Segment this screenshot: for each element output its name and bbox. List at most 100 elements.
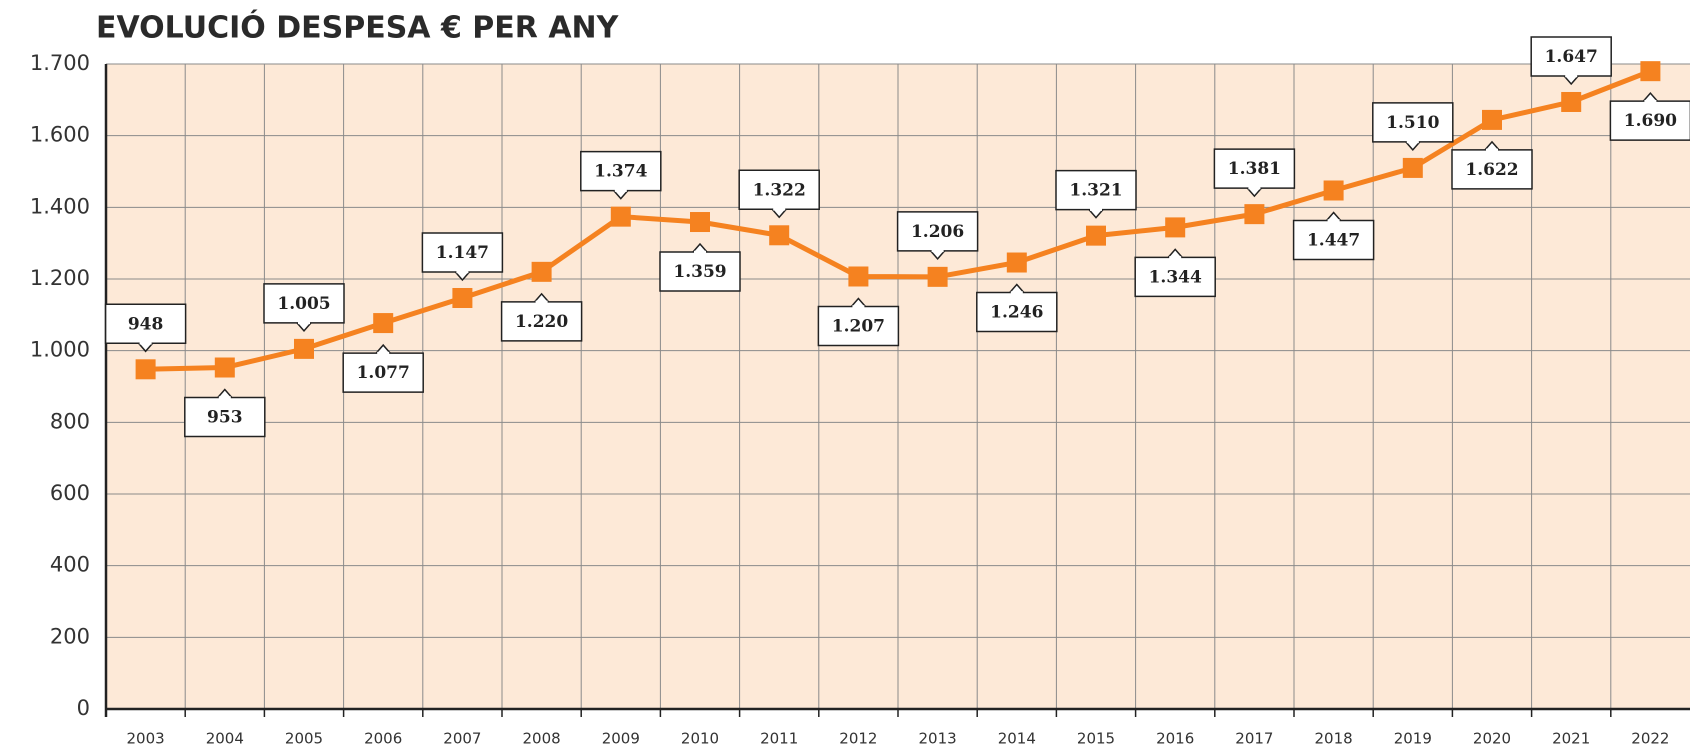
y-tick-label: 200	[50, 624, 90, 648]
value-label: 1.622	[1465, 160, 1518, 180]
marker	[1561, 91, 1582, 112]
value-label: 1.647	[1545, 47, 1598, 67]
value-label: 1.359	[673, 262, 726, 282]
marker	[373, 313, 394, 334]
callout-box	[1530, 36, 1612, 77]
value-callout: 1.077	[342, 343, 424, 393]
marker	[1402, 157, 1423, 178]
value-callout: 1.647	[1530, 36, 1612, 86]
callout-box	[1372, 102, 1454, 143]
callout-box	[817, 305, 900, 347]
x-tick-label: 2015	[1077, 730, 1115, 748]
callout-pointer	[613, 190, 629, 200]
value-label: 1.322	[753, 180, 806, 200]
callout-box	[104, 303, 187, 345]
marker	[531, 261, 552, 282]
marker	[1165, 217, 1186, 238]
marker	[214, 357, 235, 378]
marker	[1640, 61, 1661, 82]
callout-box	[580, 150, 662, 192]
x-tick-label: 2004	[206, 730, 244, 748]
callout-box	[896, 211, 979, 252]
marker	[848, 266, 869, 287]
callout-pointer	[1009, 283, 1025, 294]
x-tick-label: 2011	[760, 730, 798, 748]
callout-pointer	[930, 250, 946, 260]
x-tick-label: 2009	[602, 730, 640, 748]
callout-pointer	[1167, 248, 1183, 258]
x-tick-label: 2012	[839, 730, 877, 748]
callout-pointer	[850, 297, 866, 307]
value-callout: 1.381	[1213, 148, 1296, 198]
value-label: 1.147	[436, 243, 489, 263]
callout-box	[1609, 100, 1690, 141]
x-tick-label: 2013	[919, 730, 957, 748]
callout-box	[1451, 149, 1533, 190]
callout-pointer	[534, 292, 550, 303]
value-label: 1.344	[1149, 267, 1202, 287]
value-label: 1.206	[911, 222, 964, 242]
x-tick-label: 2021	[1552, 730, 1590, 748]
marker	[1482, 109, 1502, 130]
value-callout: 953	[184, 388, 266, 438]
value-label: 1.246	[990, 303, 1043, 323]
y-tick-label: 1.200	[30, 266, 90, 290]
value-callout: 1.246	[976, 283, 1058, 333]
y-tick-label: 1.700	[30, 51, 90, 75]
callout-box	[342, 352, 424, 393]
x-tick-label: 2008	[523, 730, 561, 748]
value-label: 1.690	[1624, 111, 1677, 131]
y-tick-label: 1.000	[30, 338, 90, 362]
callout-box	[1213, 148, 1296, 189]
x-tick-label: 2003	[127, 730, 165, 748]
marker	[452, 287, 473, 308]
value-callout: 1.005	[263, 283, 345, 333]
callout-pointer	[1484, 140, 1500, 151]
callout-box	[976, 291, 1058, 333]
marker	[294, 338, 314, 359]
y-tick-label: 0	[77, 696, 90, 720]
callout-box	[421, 232, 504, 273]
marker	[1323, 180, 1344, 201]
y-tick-label: 1.600	[30, 123, 90, 147]
marker	[690, 212, 710, 233]
callout-box	[1055, 169, 1137, 211]
callout-box	[500, 301, 583, 342]
value-callout: 1.206	[896, 211, 979, 260]
callout-pointer	[375, 343, 391, 354]
chart-title: EVOLUCIÓ DESPESA € PER ANY	[96, 9, 620, 46]
x-tick-label: 2018	[1315, 730, 1353, 748]
callout-pointer	[1246, 187, 1262, 198]
value-callout: 1.321	[1055, 169, 1137, 219]
callout-pointer	[138, 342, 154, 353]
y-tick-label: 800	[50, 409, 90, 433]
value-callout: 1.690	[1609, 92, 1690, 141]
x-tick-label: 2010	[681, 730, 719, 748]
marker	[610, 206, 631, 227]
callout-pointer	[296, 322, 312, 333]
y-tick-label: 400	[50, 553, 90, 577]
value-callout: 1.510	[1372, 102, 1454, 152]
callout-pointer	[692, 242, 708, 253]
callout-pointer	[217, 388, 233, 399]
series-line	[145, 68, 1652, 372]
callout-box	[1292, 219, 1375, 261]
value-label: 1.005	[277, 294, 330, 314]
y-tick-label: 600	[50, 481, 90, 505]
value-label: 1.321	[1069, 181, 1122, 201]
value-callout: 1.447	[1292, 211, 1375, 261]
x-tick-label: 2017	[1235, 730, 1273, 748]
callout-pointer	[771, 208, 787, 219]
callout-pointer	[1326, 211, 1342, 221]
marker	[927, 266, 948, 287]
x-tick-label: 2020	[1473, 730, 1511, 748]
value-callout: 1.207	[817, 297, 900, 347]
value-callout: 1.344	[1134, 248, 1216, 298]
callout-box	[659, 251, 741, 292]
callout-pointer	[1088, 209, 1104, 219]
callout-pointer	[454, 271, 470, 282]
value-callout: 1.359	[659, 242, 741, 292]
value-callout: 1.622	[1451, 140, 1533, 190]
callout-pointer	[1405, 141, 1421, 152]
